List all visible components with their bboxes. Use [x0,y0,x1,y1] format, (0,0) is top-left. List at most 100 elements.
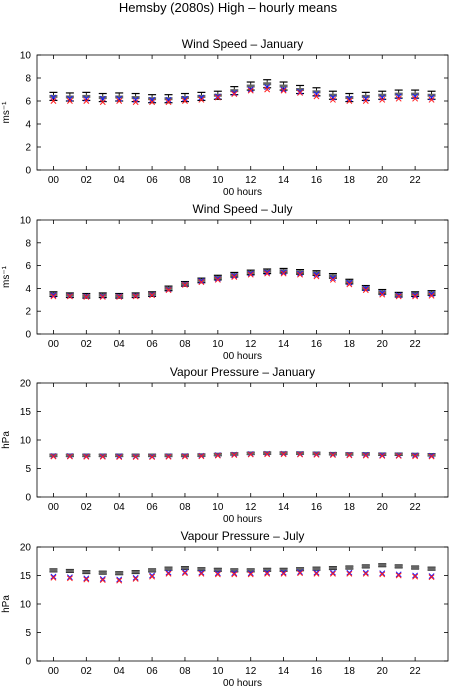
errorbar-point [131,570,140,575]
x-marker-point [50,292,57,299]
x-marker-point [264,451,271,458]
x-marker-point [428,573,435,580]
x-axis-label: 00 hours [223,351,262,362]
x-marker-point [297,569,303,576]
marker-stroke [247,271,254,278]
marker-stroke [99,99,106,106]
x-tick-label: 10 [212,175,224,186]
x-tick-label: 16 [311,175,323,186]
x-tick-label: 00 [48,175,60,186]
marker-stroke [247,570,254,577]
marker-stroke [116,577,123,584]
marker-stroke [264,569,271,576]
marker-stroke [165,453,172,460]
marker-stroke [165,569,172,576]
errorbar-point [296,567,305,572]
x-tick-label: 02 [81,175,93,186]
x-marker-point [165,570,172,577]
marker-stroke [182,569,188,576]
y-tick-label: 2 [25,307,31,318]
marker-stroke [83,293,90,300]
marker-stroke [182,282,188,288]
marker-stroke [329,569,336,576]
marker-stroke [362,287,369,294]
x-tick-label: 14 [278,339,290,350]
marker-stroke [412,93,419,100]
y-tick-label: 5 [25,464,31,475]
x-marker-point [66,98,73,104]
errorbar-point [263,567,272,572]
x-marker-point [66,574,73,581]
marker-stroke [297,569,303,576]
x-marker-point [50,453,57,460]
marker-stroke [313,273,320,280]
x-marker-point [379,96,386,103]
series-2 [50,84,435,103]
x-marker-point [329,570,336,577]
x-marker-point [149,573,156,580]
x-marker-point [247,270,254,277]
plot-frame [36,219,449,335]
x-marker-point [346,95,353,102]
x-marker-point [83,95,90,102]
errorbar-point [411,565,420,570]
marker-stroke [428,452,435,459]
x-tick-label: 08 [179,502,191,513]
marker-stroke [99,575,106,582]
x-marker-point [132,293,139,300]
marker-stroke [395,293,402,300]
marker-stroke [149,573,156,580]
x-marker-point [116,293,123,300]
x-marker-point [395,453,402,459]
marker-stroke [412,452,419,459]
marker-stroke [428,574,435,581]
marker-stroke [362,285,369,292]
x-tick-label: 04 [114,175,126,186]
chart-title: Vapour Pressure – January [170,365,315,379]
x-axis-label: 00 hours [223,678,262,687]
x-marker-point [83,575,90,582]
series-2 [50,450,435,460]
marker-stroke [231,89,238,96]
y-tick-label: 15 [20,407,32,418]
marker-stroke [395,95,402,102]
marker-stroke [329,94,336,101]
marker-stroke [346,570,353,577]
marker-stroke [99,453,106,460]
marker-stroke [428,573,435,580]
series-1 [49,451,436,458]
x-marker-point [116,95,123,102]
marker-stroke [198,569,205,576]
x-marker-point [379,290,386,296]
x-marker-point [313,569,320,576]
x-marker-point [346,570,353,577]
marker-stroke [329,452,336,459]
marker-stroke [149,99,156,106]
x-marker-point [50,98,57,104]
x-marker-point [182,570,188,577]
marker-stroke [379,571,386,578]
x-marker-point [149,99,156,106]
marker-stroke [198,94,205,101]
x-tick-label: 20 [377,175,389,186]
marker-stroke [83,95,90,102]
x-marker-point [50,574,57,581]
errorbar-point [361,564,370,569]
marker-stroke [149,572,156,579]
y-tick-label: 15 [20,571,32,582]
marker-stroke [412,293,419,300]
x-marker-point [329,452,336,459]
marker-stroke [165,96,172,103]
marker-stroke [231,571,238,578]
x-marker-point [50,573,57,580]
x-marker-point [395,571,402,578]
marker-stroke [297,451,303,458]
marker-stroke [395,571,402,578]
x-tick-label: 12 [245,502,257,513]
x-marker-point [346,98,353,104]
x-tick-label: 08 [179,339,191,350]
errorbar-point [180,566,189,571]
marker-stroke [297,88,303,95]
